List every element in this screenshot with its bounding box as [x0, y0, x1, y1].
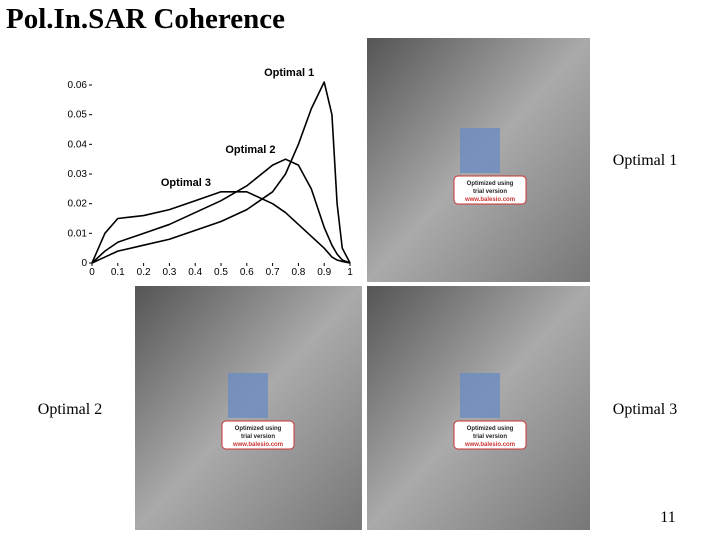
watermark-box: [221, 420, 295, 450]
y-tick-label: 0.04: [68, 139, 88, 150]
x-tick-label: 0.9: [317, 267, 331, 278]
watermark-icon: [228, 373, 268, 418]
y-tick-label: 0: [81, 258, 87, 269]
series-label: Optimal 1: [264, 67, 314, 79]
watermark-icon: [460, 128, 500, 173]
series-label: Optimal 3: [161, 177, 211, 189]
watermark-text: trial version: [473, 434, 507, 440]
watermark-box: [453, 420, 527, 450]
x-tick-label: 1: [347, 267, 353, 278]
watermark-box: [453, 175, 527, 205]
watermark-text: trial version: [241, 434, 275, 440]
caption: Optimal 1: [613, 152, 677, 169]
caption: Optimal 3: [613, 401, 677, 418]
watermark-text: trial version: [473, 189, 507, 195]
line-series: [91, 158, 351, 264]
y-tick-label: 0.06: [68, 80, 88, 91]
y-tick-label: 0.03: [68, 169, 88, 180]
x-tick-label: 0.7: [266, 267, 280, 278]
watermark-icon: [460, 373, 500, 418]
x-tick-label: 0.1: [111, 267, 125, 278]
watermark-text: www.balesio.com: [464, 442, 515, 448]
watermark-text: www.balesio.com: [232, 442, 283, 448]
x-tick-label: 0.8: [291, 267, 305, 278]
watermark-text: www.balesio.com: [464, 197, 515, 203]
x-tick-label: 0.5: [214, 267, 228, 278]
x-tick-label: 0.3: [162, 267, 176, 278]
x-tick-label: 0.6: [240, 267, 254, 278]
y-tick-label: 0.01: [68, 228, 88, 239]
line-series: [91, 191, 351, 264]
watermark-text: Optimized using: [235, 426, 282, 432]
x-tick-label: 0.2: [137, 267, 151, 278]
caption: Optimal 2: [38, 401, 102, 418]
line-series: [91, 81, 351, 264]
series-label: Optimal 2: [225, 144, 275, 156]
page-number: 11: [660, 509, 675, 526]
y-tick-label: 0.05: [68, 110, 88, 121]
x-tick-label: 0: [89, 267, 95, 278]
y-tick-label: 0.02: [68, 199, 88, 210]
watermark-text: Optimized using: [467, 181, 514, 187]
x-tick-label: 0.4: [188, 267, 202, 278]
watermark-text: Optimized using: [467, 426, 514, 432]
slide-title: Pol.In.SAR Coherence: [6, 3, 285, 35]
